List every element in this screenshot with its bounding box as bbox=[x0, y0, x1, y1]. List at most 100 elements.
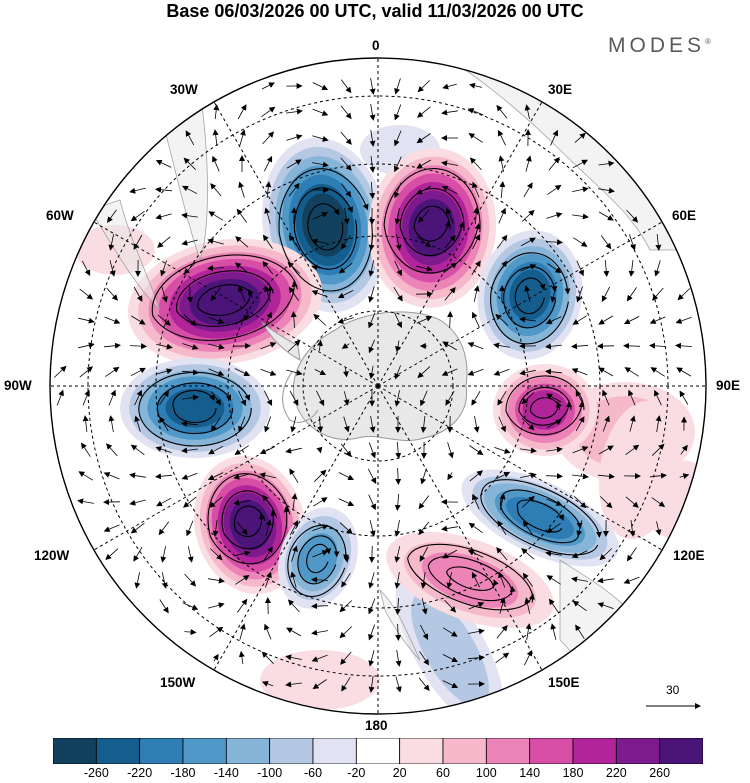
wind-arrow bbox=[369, 416, 376, 433]
streamline-high-95e bbox=[529, 397, 562, 419]
wind-arrow bbox=[576, 260, 584, 277]
streamline-high-155e bbox=[427, 555, 516, 602]
wind-arrow bbox=[182, 394, 199, 401]
wind-arrow bbox=[394, 390, 401, 407]
wind-arrow bbox=[575, 416, 585, 432]
streamline-high-65w bbox=[175, 270, 274, 327]
colorbar-swatch bbox=[139, 738, 184, 764]
colorbar-tick-label: 260 bbox=[649, 766, 671, 780]
wind-arrow bbox=[79, 288, 94, 300]
wind-arrow bbox=[108, 234, 115, 251]
wind-arrow bbox=[155, 213, 172, 220]
colorbar-tick-label: 60 bbox=[436, 766, 450, 780]
wind-arrow bbox=[418, 677, 430, 691]
wind-arrow bbox=[523, 182, 533, 198]
wind-arrow bbox=[161, 572, 168, 589]
wind-arrow bbox=[655, 521, 662, 536]
wind-arrow bbox=[311, 290, 328, 298]
wind-arrow bbox=[395, 467, 402, 485]
wind-arrow bbox=[237, 104, 247, 120]
latitude-circle bbox=[87, 95, 669, 677]
anomaly-contour-minor-5 bbox=[657, 477, 703, 523]
wind-arrow bbox=[184, 573, 197, 587]
streamline-high-65w bbox=[197, 284, 254, 317]
wind-arrow bbox=[394, 260, 402, 277]
colorbar-tick-label: -60 bbox=[303, 766, 323, 780]
streamline-low-150w bbox=[306, 543, 332, 574]
wind-arrow bbox=[130, 210, 145, 222]
wind-arrow bbox=[545, 550, 562, 557]
wind-arrow bbox=[289, 520, 299, 536]
wind-arrow bbox=[519, 369, 536, 376]
wind-arrow bbox=[623, 576, 640, 584]
wind-arrow bbox=[600, 496, 613, 509]
wind-arrow bbox=[393, 286, 403, 302]
wind-arrow bbox=[311, 654, 328, 662]
wind-arrow bbox=[260, 368, 277, 376]
anomaly-contour-low-30w bbox=[308, 202, 342, 248]
wind-arrow bbox=[572, 600, 587, 612]
wind-arrow bbox=[394, 78, 401, 95]
wind-arrow bbox=[340, 105, 352, 120]
wind-arrow bbox=[629, 234, 636, 251]
colorbar-swatch bbox=[529, 738, 574, 764]
colorbar-swatch bbox=[355, 738, 401, 764]
wind-arrow bbox=[601, 286, 611, 302]
wind-arrow bbox=[602, 415, 610, 432]
streamline-high-155e bbox=[445, 566, 499, 591]
wind-arrow bbox=[679, 473, 690, 480]
wind-arrow bbox=[262, 131, 275, 145]
wind-arrow bbox=[576, 286, 583, 303]
lon-label-120e: 120E bbox=[673, 548, 705, 563]
colorbar-tick-label: -20 bbox=[347, 766, 366, 780]
wind-arrow bbox=[545, 316, 562, 325]
wind-arrow bbox=[181, 212, 198, 219]
wind-arrow bbox=[259, 472, 276, 479]
wind-arrow bbox=[264, 390, 273, 406]
wind-arrow bbox=[469, 445, 484, 456]
wind-arrow bbox=[290, 416, 297, 433]
wind-arrow bbox=[498, 416, 506, 433]
wind-arrow bbox=[236, 598, 248, 613]
wind-arrow bbox=[209, 548, 223, 561]
wind-arrow bbox=[447, 442, 454, 459]
wind-arrow bbox=[314, 369, 327, 376]
wind-arrow bbox=[236, 208, 247, 223]
wind-arrow bbox=[471, 311, 480, 328]
wind-arrow bbox=[130, 444, 145, 456]
anomaly-contour-high-95e bbox=[529, 396, 561, 424]
wind-arrow bbox=[133, 286, 143, 302]
wind-arrow bbox=[420, 390, 428, 407]
wind-arrow bbox=[498, 155, 505, 172]
wind-arrow bbox=[312, 212, 329, 220]
wind-arrow bbox=[369, 130, 376, 147]
wind-arrow bbox=[395, 623, 402, 641]
wind-arrow bbox=[314, 469, 327, 482]
wind-arrow bbox=[394, 572, 401, 589]
wind-arrow bbox=[234, 445, 249, 455]
streamline-high-20e bbox=[383, 168, 481, 274]
wind-arrow bbox=[468, 602, 485, 610]
wind-arrow bbox=[286, 627, 302, 637]
wind-arrow bbox=[599, 548, 613, 561]
wind-arrow bbox=[494, 447, 511, 454]
streamline-low-125e bbox=[499, 489, 583, 544]
anomaly-contour-low-65e bbox=[515, 277, 545, 313]
wind-arrow bbox=[312, 135, 329, 142]
meridian-line bbox=[212, 99, 379, 387]
wind-arrow bbox=[182, 185, 198, 195]
wind-arrow bbox=[343, 208, 350, 225]
wind-arrow bbox=[420, 415, 427, 433]
wind-arrow bbox=[368, 676, 375, 693]
wind-arrow bbox=[472, 234, 481, 250]
wind-arrow bbox=[571, 576, 588, 583]
wind-arrow bbox=[181, 420, 199, 427]
wind-arrow bbox=[261, 681, 274, 687]
streamline-high-95e bbox=[518, 386, 573, 426]
streamline-high-65w bbox=[151, 254, 298, 341]
streamline-low-125e bbox=[480, 479, 603, 556]
wind-arrow bbox=[524, 649, 533, 666]
wind-arrow bbox=[339, 522, 353, 535]
wind-arrow bbox=[655, 234, 662, 251]
